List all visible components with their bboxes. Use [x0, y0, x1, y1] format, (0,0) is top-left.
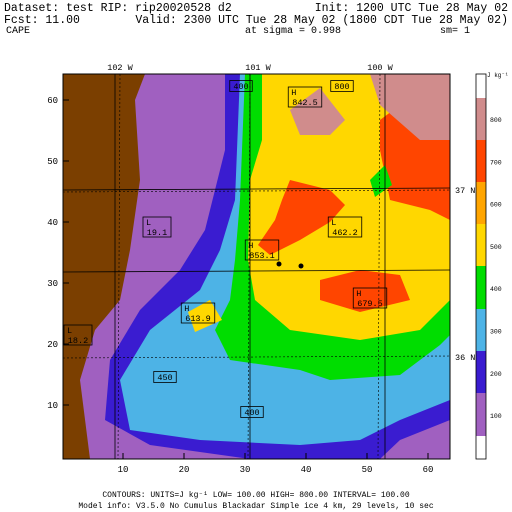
colorbar-segment — [476, 98, 486, 140]
smoothing: sm= 1 — [440, 26, 470, 37]
x-tick-label: 10 — [118, 465, 129, 475]
extremum-value: 853.1 — [249, 251, 275, 261]
init-time: Init: 1200 UTC Tue 28 May 02 — [315, 2, 508, 15]
label-box — [327, 216, 363, 238]
latitude-label: 36 N — [455, 353, 475, 363]
y-tick-label: 50 — [47, 157, 58, 167]
label-box — [244, 239, 280, 261]
label-box — [352, 287, 388, 309]
colorbar-segment — [476, 140, 486, 182]
extremum-kind: L — [67, 326, 72, 336]
extremum-value: 462.2 — [332, 228, 358, 238]
y-tick-label: 60 — [47, 96, 58, 106]
y-tick-label: 10 — [47, 401, 58, 411]
colorbar-level: 200 — [490, 371, 502, 378]
model-info: Model info: V3.5.0 No Cumulus Blackadar … — [78, 502, 433, 511]
contour-label: 400 — [233, 82, 248, 92]
colorbar-segment — [476, 266, 486, 309]
x-tick-label: 30 — [240, 465, 251, 475]
extremum-value: 19.1 — [147, 228, 167, 238]
x-tick-label: 40 — [301, 465, 312, 475]
label-box — [240, 406, 264, 418]
colorbar-segment — [476, 182, 486, 224]
dataset: Dataset: test RIP: rip20020528 d2 — [4, 2, 232, 15]
level: at sigma = 0.998 — [245, 25, 341, 37]
colorbar-segment — [476, 309, 486, 351]
longitude-label: 101 W — [245, 63, 271, 73]
field-name: CAPE — [6, 26, 30, 37]
label-box — [153, 371, 177, 383]
extremum-kind: H — [291, 88, 296, 98]
contour-label: 400 — [244, 408, 259, 418]
colorbar-units: J kg⁻¹ — [487, 72, 509, 79]
colorbar-level: 100 — [490, 413, 502, 420]
y-tick-label: 40 — [47, 218, 58, 228]
extremum-value: 18.2 — [68, 336, 88, 346]
x-tick-label: 60 — [423, 465, 434, 475]
x-tick-label: 50 — [362, 465, 373, 475]
map-labels: 400 800H842.5L19.1H853.1L462.2H679.5H613.… — [63, 80, 388, 418]
label-box — [229, 80, 253, 92]
colorbar-level: 700 — [490, 159, 502, 166]
colorbar-level: 800 — [490, 117, 502, 124]
forecast-hour: Fcst: 11.00 — [4, 14, 80, 27]
colorbar-segment — [476, 224, 486, 266]
contour-fills — [63, 74, 450, 459]
extremum-value: 679.5 — [357, 299, 383, 309]
x-tick-label: 20 — [179, 465, 190, 475]
colorbar-segment — [476, 436, 486, 459]
longitude-label: 100 W — [367, 63, 393, 73]
contour-info: CONTOURS: UNITS=J kg⁻¹ LOW= 100.00 HIGH=… — [102, 491, 409, 500]
extremum-kind: H — [248, 241, 253, 251]
colorbar-segment — [476, 351, 486, 393]
label-box — [330, 80, 354, 92]
label-box — [63, 324, 93, 346]
longitude-label: 102 W — [107, 63, 133, 73]
extremum-kind: L — [331, 218, 336, 228]
y-tick-label: 30 — [47, 279, 58, 289]
colorbar-level: 300 — [490, 329, 502, 336]
latitude-label: 37 N — [455, 186, 475, 196]
extremum-value: 613.9 — [185, 314, 211, 324]
extremum-kind: L — [146, 218, 151, 228]
extremum-value: 842.5 — [292, 98, 318, 108]
label-box — [287, 86, 323, 108]
label-box — [180, 302, 216, 324]
colorbar-segment — [476, 74, 486, 98]
colorbar-level: 500 — [490, 244, 502, 251]
contour-label: 800 — [334, 82, 349, 92]
extremum-kind: H — [184, 304, 189, 314]
colorbar: J kg⁻¹ 800 700 600 500 400 300 200 100 — [475, 72, 509, 460]
colorbar-level: 600 — [490, 202, 502, 209]
label-box — [142, 216, 172, 238]
colorbar-frame — [475, 73, 487, 460]
y-tick-label: 20 — [47, 340, 58, 350]
valid-time: Valid: 2300 UTC Tue 28 May 02 (1800 CDT … — [135, 14, 508, 27]
contour-label: 450 — [157, 373, 172, 383]
colorbar-segment — [476, 393, 486, 436]
plot-frame — [62, 73, 451, 460]
colorbar-level: 400 — [490, 286, 502, 293]
extremum-kind: H — [356, 289, 361, 299]
